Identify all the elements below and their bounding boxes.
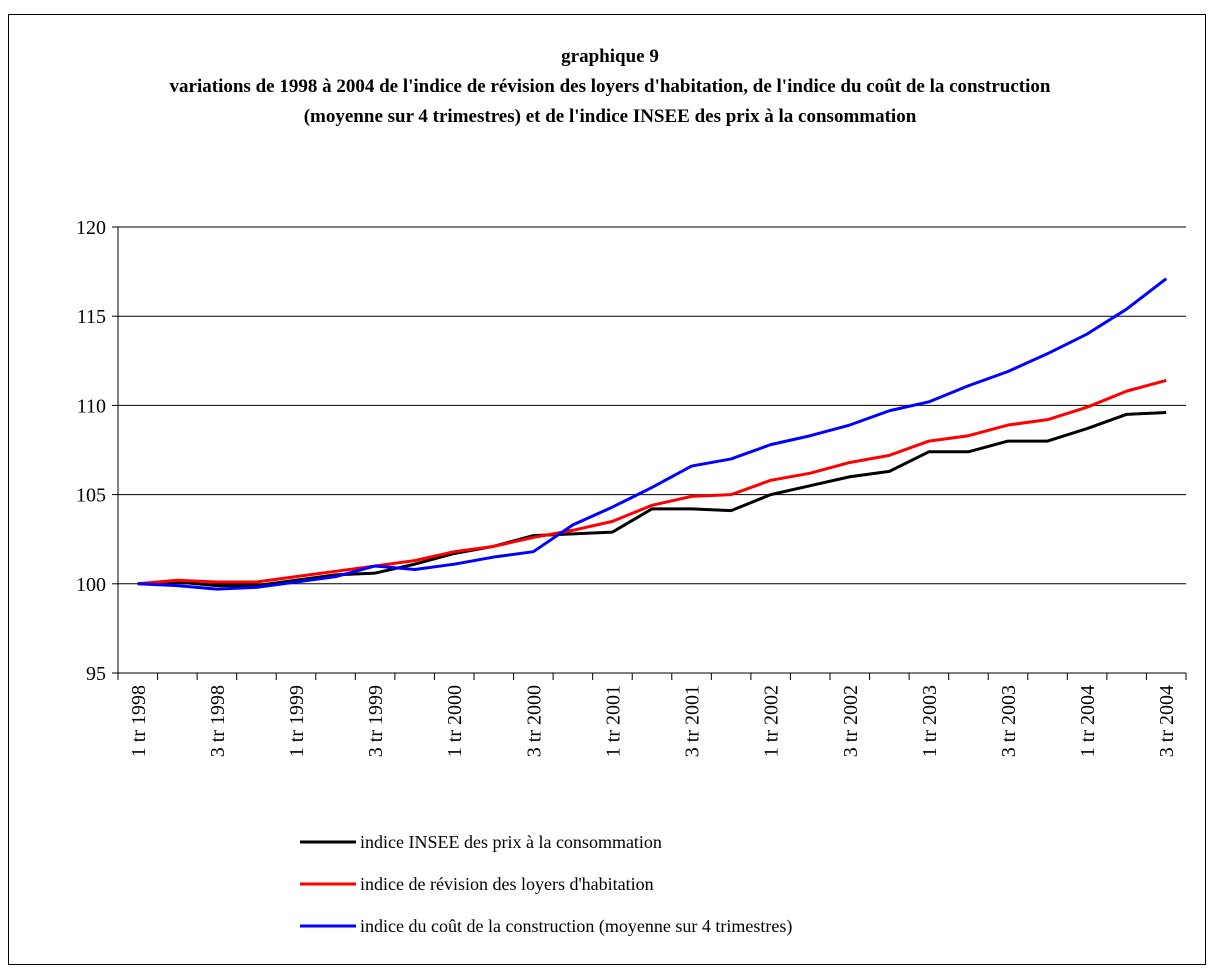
y-tick-label: 120 (76, 217, 106, 239)
x-tick-label: 1 tr 2001 (602, 685, 624, 757)
x-tick-label: 3 tr 1999 (365, 685, 387, 757)
x-tick-label: 1 tr 2000 (444, 685, 466, 757)
x-tick-label: 3 tr 2001 (682, 685, 704, 757)
x-tick-label: 1 tr 2003 (919, 685, 941, 757)
chart-frame (8, 14, 1206, 965)
y-tick-label: 110 (77, 395, 106, 417)
chart-subtitle: variations de 1998 à 2004 de l'indice de… (169, 76, 1051, 127)
x-tick-label: 1 tr 2004 (1077, 685, 1099, 757)
x-tick-label: 3 tr 2003 (998, 685, 1020, 757)
series-line (137, 277, 1168, 591)
series-line (137, 378, 1167, 586)
x-tick-label: 3 tr 1998 (207, 685, 229, 757)
x-tick-label: 3 tr 2000 (523, 685, 545, 757)
legend-label: indice du coût de la construction (moyen… (360, 916, 792, 937)
y-tick-label: 100 (76, 574, 106, 596)
series-line (137, 411, 1167, 588)
y-tick-label: 105 (76, 485, 106, 507)
x-tick-label: 3 tr 2004 (1156, 685, 1178, 757)
legend-label: indice de révision des loyers d'habitati… (360, 874, 654, 894)
chart-title: graphique 9 (561, 46, 659, 67)
legend-label: indice INSEE des prix à la consommation (360, 832, 662, 852)
x-tick-label: 1 tr 1999 (286, 685, 308, 757)
chart-header: graphique 9 variations de 1998 à 2004 de… (130, 42, 1090, 132)
x-tick-label: 1 tr 1998 (128, 685, 150, 757)
x-tick-label: 3 tr 2002 (840, 685, 862, 757)
x-tick-label: 1 tr 2002 (761, 685, 783, 757)
y-tick-label: 95 (86, 663, 106, 685)
y-tick-label: 115 (77, 306, 106, 328)
